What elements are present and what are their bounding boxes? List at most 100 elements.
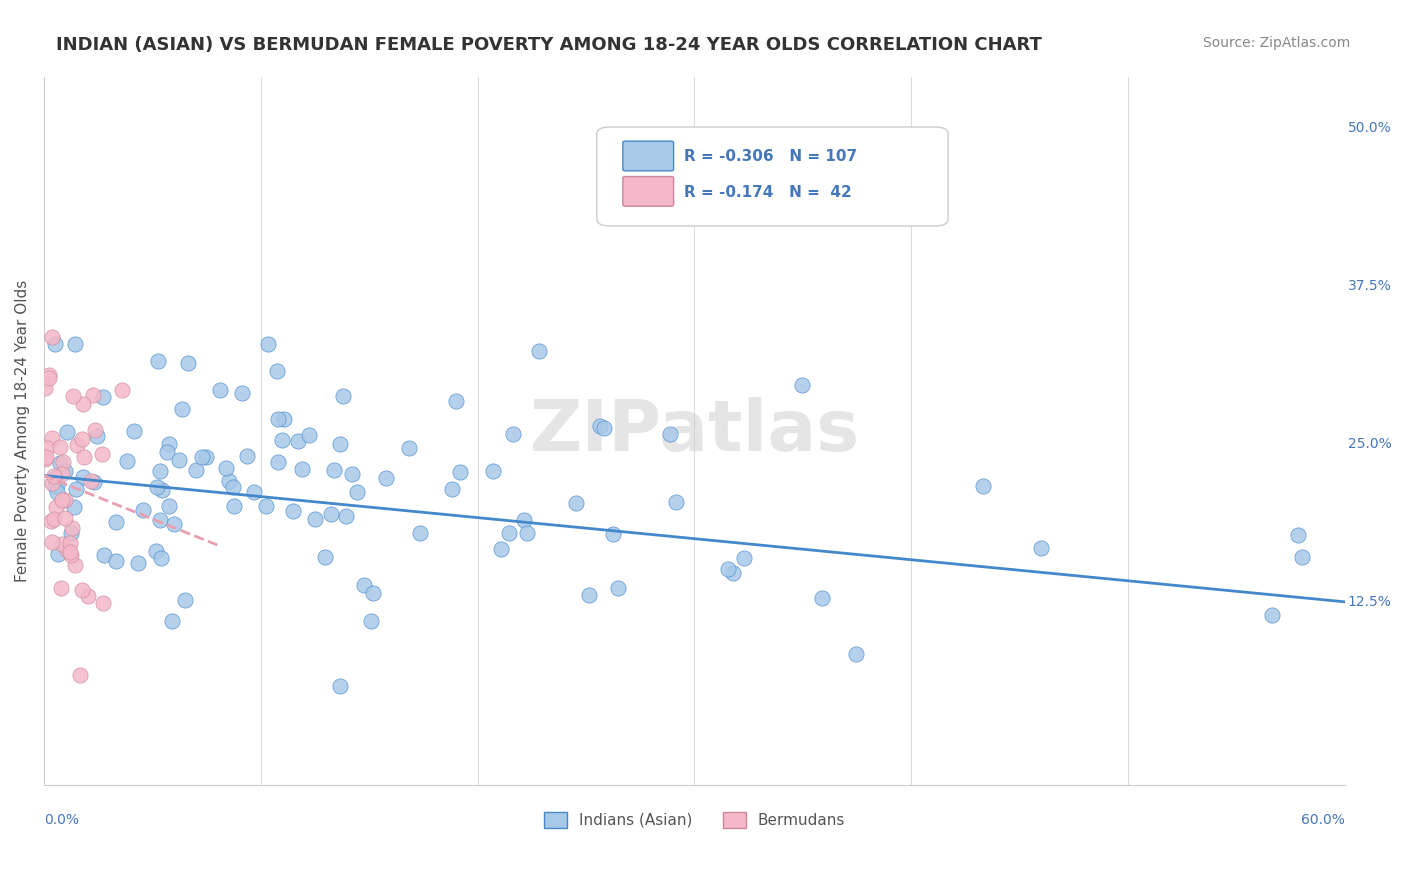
Indians (Asian)	[55, 464, 77, 478]
Bermudans	[49, 441, 72, 455]
Indians (Asian)	[236, 449, 259, 463]
Bermudans	[72, 450, 94, 465]
Indians (Asian)	[104, 516, 127, 530]
Indians (Asian)	[132, 503, 155, 517]
Indians (Asian)	[254, 500, 277, 514]
Indians (Asian)	[195, 450, 218, 464]
Indians (Asian)	[329, 437, 352, 451]
Indians (Asian)	[335, 509, 357, 524]
Text: 37.5%: 37.5%	[1347, 279, 1392, 293]
Indians (Asian)	[163, 517, 186, 532]
Indians (Asian)	[242, 485, 264, 500]
Bermudans	[51, 467, 73, 481]
Indians (Asian)	[811, 591, 834, 606]
Indians (Asian)	[231, 386, 253, 401]
Indians (Asian)	[332, 389, 354, 403]
Indians (Asian)	[845, 647, 868, 661]
Indians (Asian)	[516, 525, 538, 540]
Indians (Asian)	[606, 581, 628, 595]
Bermudans	[41, 330, 63, 344]
Indians (Asian)	[346, 484, 368, 499]
Bermudans	[51, 537, 73, 551]
Indians (Asian)	[86, 428, 108, 442]
Indians (Asian)	[152, 483, 174, 497]
Indians (Asian)	[44, 471, 66, 485]
Indians (Asian)	[665, 495, 688, 509]
Indians (Asian)	[342, 467, 364, 482]
Indians (Asian)	[409, 525, 432, 540]
Indians (Asian)	[440, 482, 463, 496]
Text: INDIAN (ASIAN) VS BERMUDAN FEMALE POVERTY AMONG 18-24 YEAR OLDS CORRELATION CHAR: INDIAN (ASIAN) VS BERMUDAN FEMALE POVERT…	[56, 36, 1042, 54]
Indians (Asian)	[602, 527, 624, 541]
Text: Source: ZipAtlas.com: Source: ZipAtlas.com	[1202, 36, 1350, 50]
Indians (Asian)	[353, 578, 375, 592]
Bermudans	[44, 469, 66, 483]
Indians (Asian)	[374, 471, 396, 485]
Indians (Asian)	[1286, 528, 1309, 542]
Bermudans	[72, 397, 94, 411]
Indians (Asian)	[489, 542, 512, 557]
Text: 25.0%: 25.0%	[1347, 437, 1392, 450]
Bermudans	[77, 589, 100, 603]
Indians (Asian)	[222, 499, 245, 513]
Indians (Asian)	[502, 426, 524, 441]
Bermudans	[66, 438, 89, 452]
Indians (Asian)	[972, 479, 994, 493]
Indians (Asian)	[83, 475, 105, 489]
Bermudans	[60, 548, 83, 562]
Indians (Asian)	[1261, 608, 1284, 623]
Indians (Asian)	[498, 526, 520, 541]
Indians (Asian)	[167, 453, 190, 467]
Indians (Asian)	[91, 390, 114, 404]
Indians (Asian)	[592, 420, 614, 434]
Bermudans	[111, 383, 134, 397]
Indians (Asian)	[48, 456, 70, 470]
Indians (Asian)	[304, 512, 326, 526]
Indians (Asian)	[63, 500, 86, 515]
Bermudans	[51, 493, 73, 508]
Indians (Asian)	[208, 383, 231, 397]
Bermudans	[58, 545, 80, 559]
Indians (Asian)	[319, 507, 342, 521]
Indians (Asian)	[184, 463, 207, 477]
Bermudans	[69, 668, 91, 682]
Bermudans	[35, 450, 58, 464]
Bermudans	[41, 535, 63, 549]
Bermudans	[62, 389, 84, 403]
Bermudans	[37, 441, 59, 455]
Indians (Asian)	[565, 496, 588, 510]
Indians (Asian)	[115, 454, 138, 468]
Text: ZIPatlas: ZIPatlas	[529, 397, 859, 466]
Indians (Asian)	[44, 336, 66, 351]
Bermudans	[34, 381, 56, 395]
Indians (Asian)	[127, 556, 149, 570]
Bermudans	[41, 431, 63, 445]
Indians (Asian)	[1291, 550, 1313, 565]
Text: R = -0.174   N =  42: R = -0.174 N = 42	[683, 185, 852, 200]
Indians (Asian)	[298, 428, 321, 442]
Indians (Asian)	[1031, 541, 1053, 555]
Indians (Asian)	[157, 437, 180, 451]
Bermudans	[41, 475, 63, 490]
Bermudans	[80, 474, 103, 488]
Indians (Asian)	[160, 615, 183, 629]
Indians (Asian)	[360, 614, 382, 628]
Y-axis label: Female Poverty Among 18-24 Year Olds: Female Poverty Among 18-24 Year Olds	[15, 280, 30, 582]
Indians (Asian)	[323, 463, 346, 477]
FancyBboxPatch shape	[596, 127, 948, 226]
Bermudans	[34, 452, 56, 467]
Indians (Asian)	[149, 464, 172, 478]
Bermudans	[59, 536, 82, 550]
Indians (Asian)	[46, 485, 69, 500]
Indians (Asian)	[398, 441, 420, 455]
Indians (Asian)	[44, 479, 66, 493]
Indians (Asian)	[46, 548, 69, 562]
Indians (Asian)	[150, 550, 173, 565]
Bermudans	[38, 368, 60, 383]
Indians (Asian)	[266, 364, 288, 378]
Indians (Asian)	[173, 593, 195, 607]
Indians (Asian)	[218, 474, 240, 488]
Text: 50.0%: 50.0%	[1347, 121, 1392, 135]
Indians (Asian)	[156, 445, 179, 459]
Bermudans	[83, 423, 105, 437]
